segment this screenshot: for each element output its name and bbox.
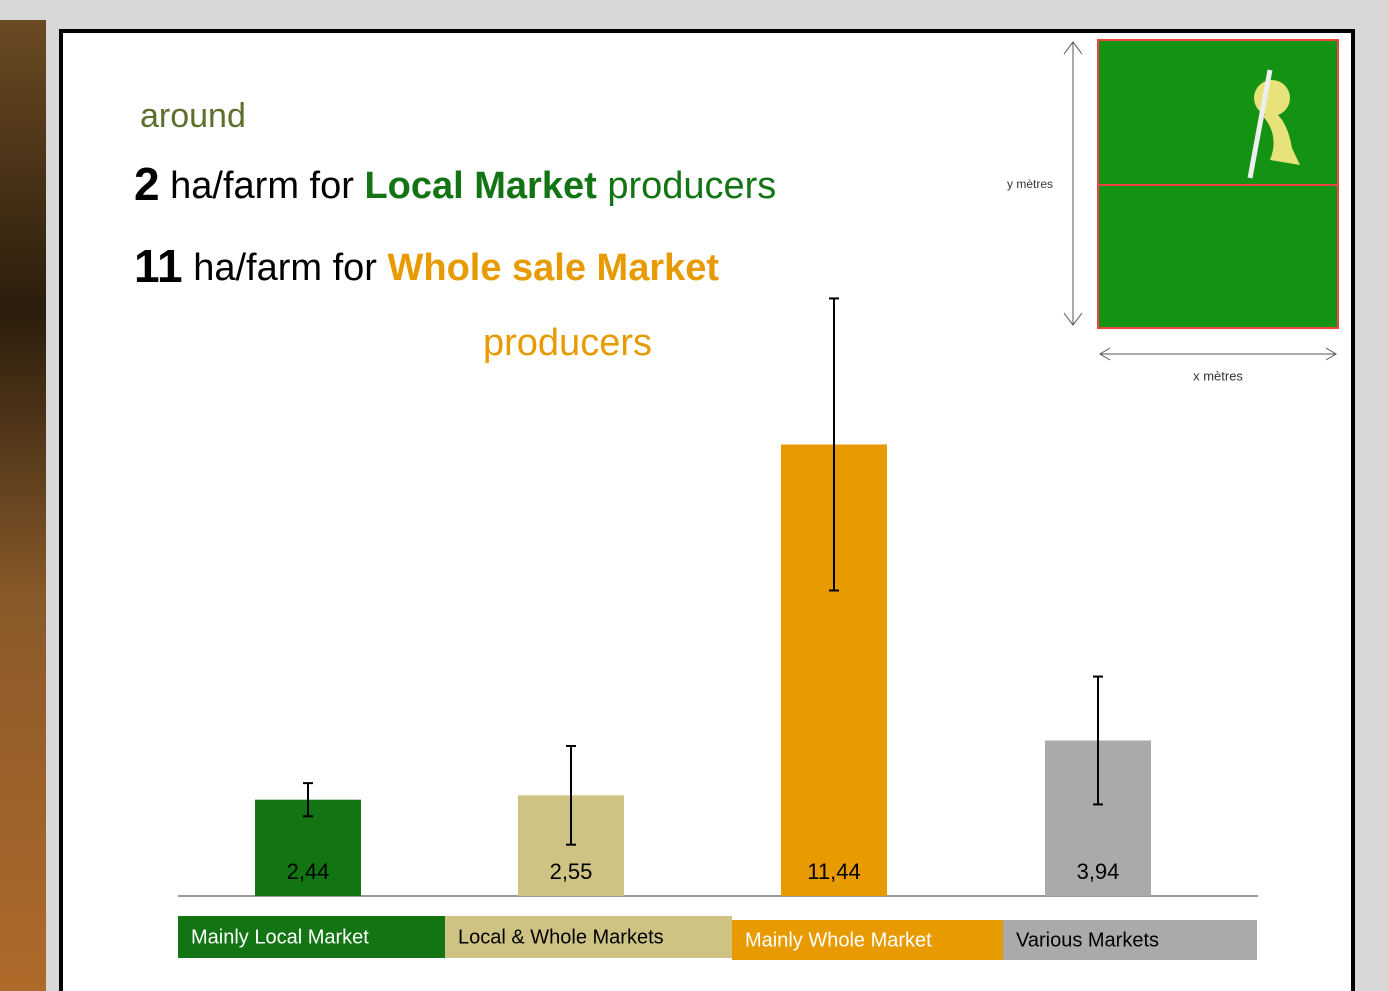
field bbox=[1098, 40, 1338, 185]
x-tick-label: Local & Whole Markets bbox=[458, 926, 664, 948]
inset-label: x mètres bbox=[1193, 368, 1243, 383]
headline-intro: around bbox=[140, 97, 246, 135]
page: around 2 ha/farm for Local Market produc… bbox=[0, 0, 1388, 991]
x-tick-label: Mainly Whole Market bbox=[745, 929, 932, 951]
headline-highlight: Local Market bbox=[364, 165, 597, 207]
headline-text: producers bbox=[607, 165, 776, 207]
headline-text: ha/farm for bbox=[193, 247, 377, 289]
headline-highlight: Whole sale Market bbox=[388, 247, 720, 289]
figure-head bbox=[1254, 80, 1290, 116]
photo-strip bbox=[0, 20, 46, 991]
x-tick-label: Mainly Local Market bbox=[191, 926, 369, 948]
field bbox=[1098, 185, 1338, 328]
value-label: 2,55 bbox=[550, 859, 593, 884]
headline-line: 2 ha/farm for Local Market producers bbox=[134, 158, 776, 210]
headline-text: ha/farm for bbox=[170, 165, 354, 207]
value-label: 2,44 bbox=[287, 859, 330, 884]
headline-text: producers bbox=[483, 322, 652, 364]
slide: around 2 ha/farm for Local Market produc… bbox=[0, 0, 1388, 991]
value-label: 11,44 bbox=[807, 859, 860, 884]
inset-label: y mètres bbox=[1007, 177, 1053, 191]
value-label: 3,94 bbox=[1077, 859, 1120, 884]
x-tick-label: Various Markets bbox=[1016, 929, 1159, 951]
headline-number: 11 bbox=[134, 240, 183, 292]
headline-line: 11 ha/farm for Whole sale Market bbox=[134, 240, 719, 292]
headline-number: 2 bbox=[134, 158, 160, 210]
